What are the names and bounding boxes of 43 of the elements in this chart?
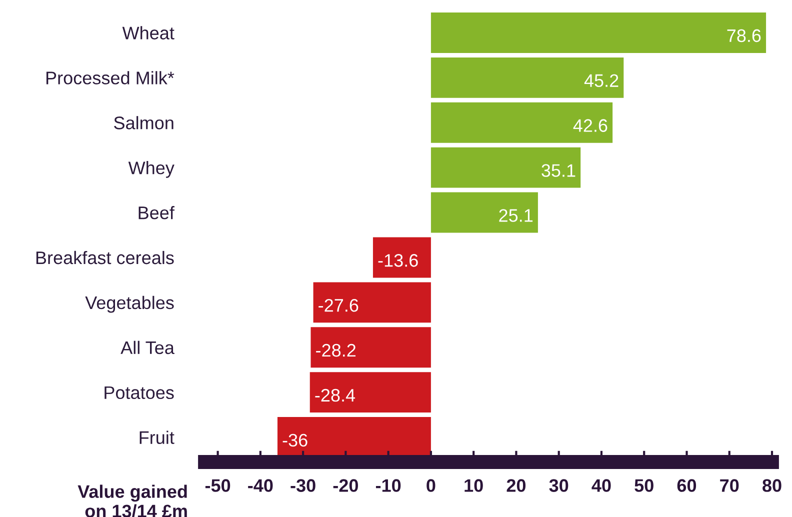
data-label: -36 <box>282 434 308 447</box>
y-tick-label: Breakfast cereals <box>36 250 174 264</box>
x-tick-label: -10 <box>376 479 401 492</box>
y-tick-label: Beef <box>138 206 174 220</box>
x-tick-label: 40 <box>592 479 611 492</box>
bar <box>313 282 431 323</box>
x-tick-label: -30 <box>290 479 316 492</box>
y-tick-label: Vegetables <box>85 296 174 313</box>
bar <box>430 12 766 53</box>
x-tick-label: -50 <box>205 479 230 492</box>
y-tick-label: Salmon <box>114 116 174 130</box>
x-tick-label: -40 <box>248 479 273 492</box>
x-tick-label: 50 <box>634 479 654 492</box>
bar <box>372 237 431 278</box>
bar <box>430 147 581 188</box>
bar <box>310 372 431 413</box>
data-label: 42.6 <box>573 119 608 132</box>
x-tick-label: -20 <box>333 479 358 492</box>
data-label: 25.1 <box>499 209 533 222</box>
y-tick-label: All Tea <box>120 340 174 354</box>
y-tick-label: Whey <box>128 161 174 178</box>
bar <box>430 192 538 233</box>
data-label: -27.6 <box>318 298 358 312</box>
x-tick-label: 20 <box>506 479 526 492</box>
x-tick-label: 30 <box>549 479 568 492</box>
bar <box>430 102 613 143</box>
y-tick-label: Potatoes <box>104 386 174 400</box>
bar <box>310 327 431 368</box>
bar <box>430 57 624 98</box>
x-tick-label: 0 <box>426 479 436 492</box>
x-tick-label: 70 <box>720 479 739 492</box>
x-tick-label: 10 <box>464 479 483 492</box>
data-label: -28.4 <box>315 388 356 402</box>
data-label: 45.2 <box>584 74 618 88</box>
y-tick-label: Wheat <box>122 26 174 40</box>
x-tick-label: 60 <box>677 479 696 492</box>
y-tick-label: Fruit <box>140 430 174 444</box>
x-tick-label: 80 <box>762 479 782 492</box>
data-label: -13.6 <box>378 254 418 267</box>
data-label: -28.2 <box>316 344 356 357</box>
data-label: 35.1 <box>542 164 576 177</box>
data-label: 78.6 <box>727 29 761 42</box>
y-tick-label: Processed Milk* <box>46 71 174 84</box>
